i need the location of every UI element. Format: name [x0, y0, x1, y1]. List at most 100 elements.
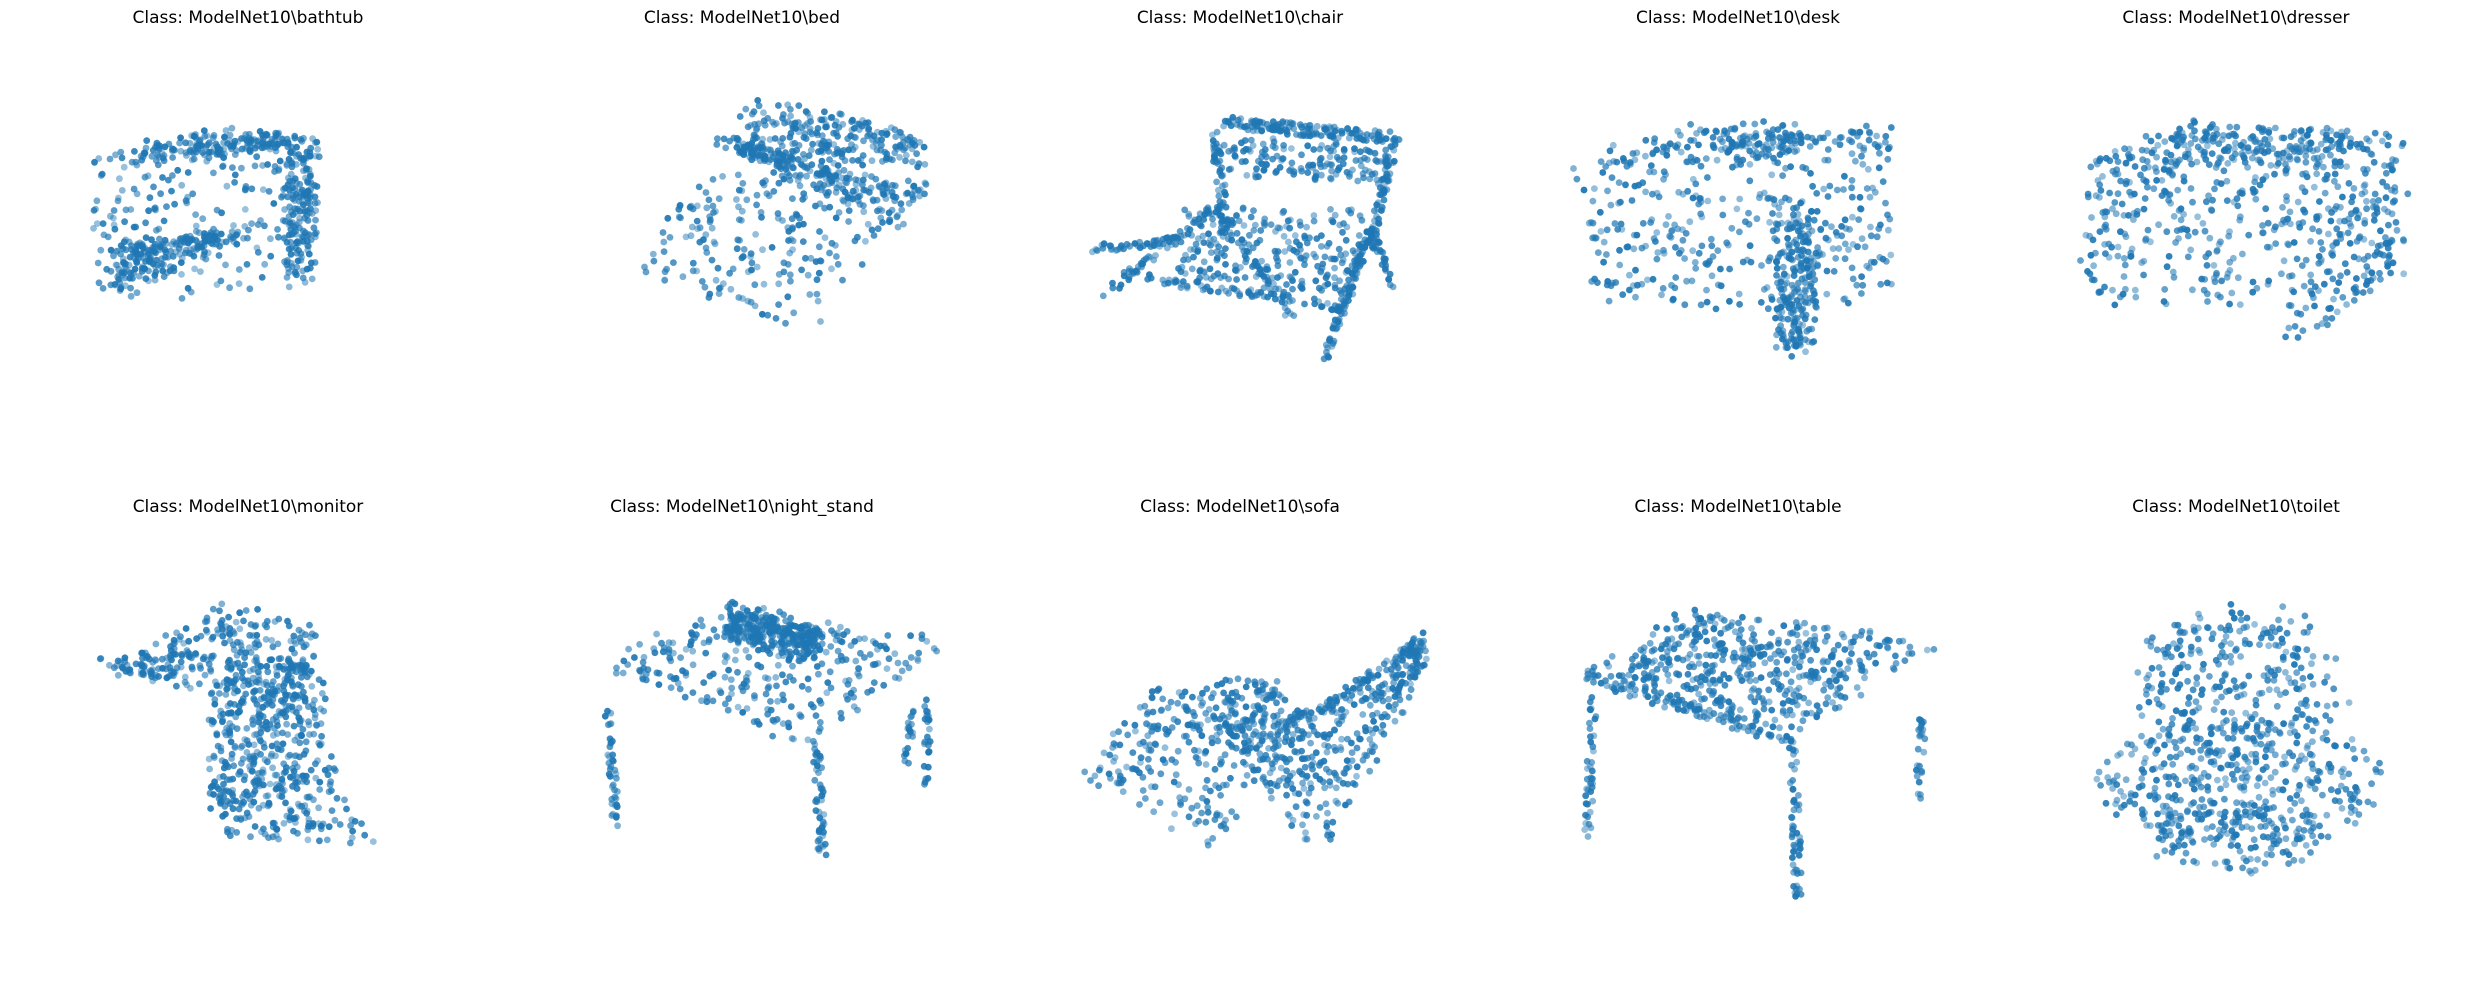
- data-point: [1758, 262, 1765, 269]
- data-point: [1812, 303, 1820, 310]
- data-point: [1591, 185, 1598, 192]
- data-point: [208, 689, 216, 697]
- data-point: [97, 655, 105, 662]
- data-point: [1137, 259, 1145, 267]
- data-point: [1648, 216, 1656, 224]
- data-point: [739, 687, 747, 695]
- data-point: [247, 766, 254, 774]
- data-point: [807, 254, 815, 262]
- data-point: [2231, 150, 2239, 158]
- data-point: [2101, 241, 2108, 248]
- data-point: [687, 232, 695, 240]
- data-point: [869, 196, 877, 204]
- data-point: [755, 120, 762, 128]
- data-point: [240, 798, 248, 806]
- data-point: [807, 118, 814, 125]
- data-point: [1206, 265, 1214, 273]
- data-point: [851, 143, 859, 151]
- data-point: [2117, 177, 2124, 185]
- data-point: [1835, 245, 1843, 252]
- data-point: [1382, 155, 1390, 163]
- data-point: [2225, 132, 2233, 140]
- data-point: [241, 654, 249, 661]
- data-point: [768, 244, 776, 251]
- data-point: [1607, 201, 1615, 209]
- data-point: [1773, 264, 1781, 272]
- data-point: [254, 249, 262, 256]
- data-point: [277, 655, 285, 662]
- data-point: [106, 661, 113, 669]
- data-point: [238, 164, 245, 172]
- data-point: [111, 225, 119, 233]
- data-point: [2217, 180, 2225, 187]
- subplot-title: Class: ModelNet10\bathtub: [132, 8, 364, 28]
- data-point: [216, 791, 224, 799]
- data-point: [679, 273, 687, 281]
- data-point: [1228, 284, 1236, 292]
- data-point: [306, 731, 313, 738]
- data-point: [280, 769, 288, 777]
- data-point: [1252, 173, 1260, 181]
- data-point: [715, 290, 723, 297]
- data-point: [813, 170, 821, 177]
- data-point: [221, 639, 228, 647]
- data-point: [192, 222, 200, 230]
- data-point: [2213, 247, 2221, 254]
- data-point: [303, 673, 311, 681]
- subplot-title: Class: ModelNet10\bed: [643, 8, 841, 28]
- data-point: [110, 214, 117, 222]
- data-point: [1177, 232, 1185, 240]
- data-point: [1314, 262, 1321, 270]
- data-point: [1283, 281, 1290, 288]
- data-point: [2220, 167, 2228, 175]
- data-point: [869, 661, 877, 669]
- data-point: [1658, 291, 1665, 299]
- data-point: [743, 196, 751, 204]
- data-point: [1830, 268, 1838, 275]
- data-point: [304, 217, 312, 224]
- data-point: [613, 664, 620, 672]
- data-point: [2309, 225, 2316, 233]
- data-point: [812, 202, 819, 210]
- data-point: [824, 679, 832, 686]
- data-point: [100, 231, 108, 239]
- data-point: [1611, 220, 1619, 227]
- data-point: [1238, 139, 1245, 147]
- data-point: [256, 734, 263, 742]
- data-point: [231, 684, 239, 692]
- data-point: [758, 140, 766, 148]
- data-point: [784, 160, 792, 168]
- data-point: [878, 141, 885, 149]
- data-point: [232, 231, 240, 239]
- data-point: [2203, 198, 2210, 206]
- data-point: [1328, 342, 1336, 350]
- data-point: [759, 246, 766, 254]
- data-point: [1779, 142, 1787, 150]
- data-point: [850, 693, 857, 701]
- data-point: [698, 622, 706, 630]
- data-point: [2391, 197, 2398, 205]
- data-point: [1802, 232, 1809, 240]
- data-point: [795, 102, 803, 109]
- data-point: [2294, 334, 2302, 341]
- data-point: [1863, 262, 1871, 270]
- data-point: [681, 693, 689, 701]
- data-point: [1382, 146, 1390, 154]
- data-point: [2239, 144, 2247, 151]
- data-point: [267, 752, 275, 760]
- data-point: [1660, 246, 1667, 254]
- data-point: [727, 285, 735, 293]
- data-point: [2077, 257, 2084, 264]
- data-point: [709, 697, 717, 705]
- data-point: [709, 670, 717, 678]
- data-point: [817, 116, 824, 124]
- data-point: [1172, 240, 1179, 248]
- data-point: [2180, 210, 2187, 218]
- data-point: [2111, 199, 2119, 206]
- data-point: [177, 134, 184, 142]
- data-point: [1379, 204, 1386, 211]
- data-point: [1349, 166, 1356, 174]
- data-point: [203, 132, 211, 139]
- data-point: [369, 838, 377, 845]
- data-point: [1342, 250, 1350, 258]
